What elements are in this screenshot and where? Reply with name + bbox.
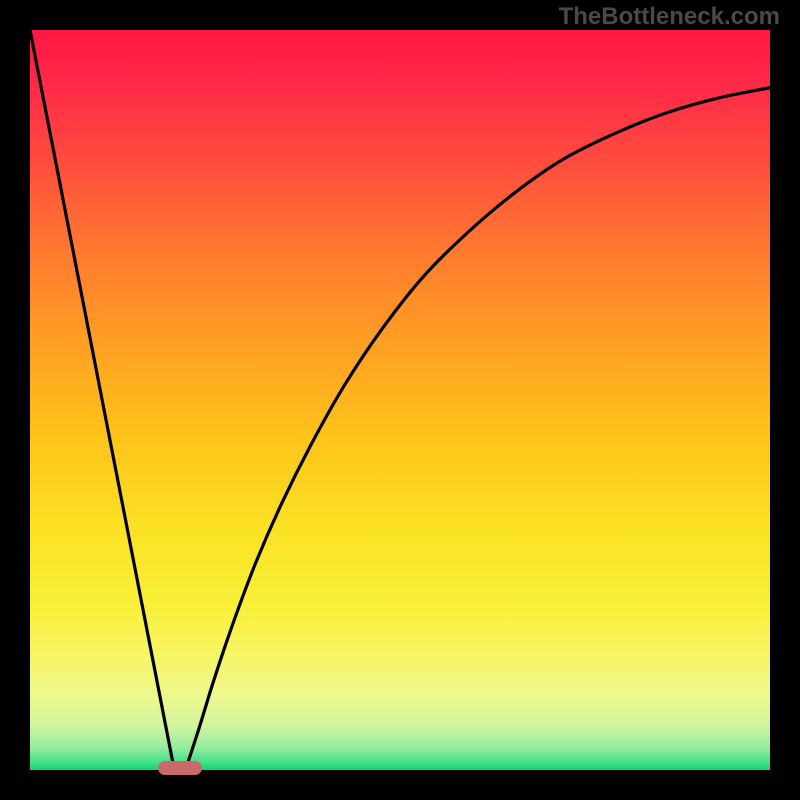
plot-area <box>30 30 770 770</box>
curve-left-segment <box>30 30 174 770</box>
bottleneck-curve <box>30 30 770 770</box>
chart-canvas: TheBottleneck.com <box>0 0 800 800</box>
curve-right-segment <box>185 88 770 770</box>
current-position-marker <box>158 761 202 775</box>
watermark-text: TheBottleneck.com <box>559 3 780 31</box>
